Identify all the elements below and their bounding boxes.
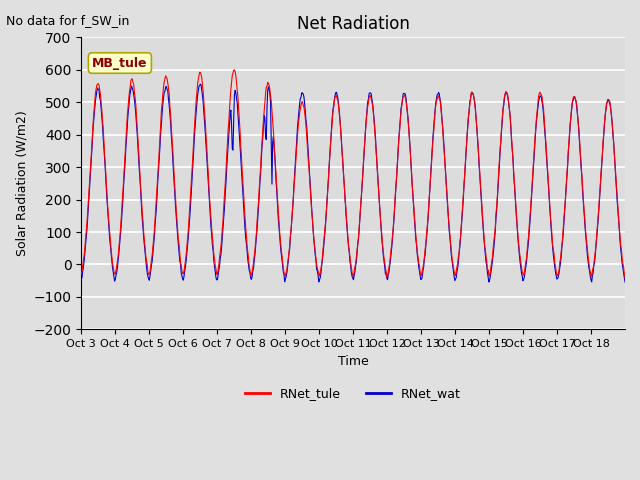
Text: MB_tule: MB_tule xyxy=(92,57,148,70)
Legend: RNet_tule, RNet_wat: RNet_tule, RNet_wat xyxy=(240,382,466,405)
X-axis label: Time: Time xyxy=(338,355,369,368)
Title: Net Radiation: Net Radiation xyxy=(297,15,410,33)
Y-axis label: Solar Radiation (W/m2): Solar Radiation (W/m2) xyxy=(15,110,28,256)
Text: No data for f_SW_in: No data for f_SW_in xyxy=(6,14,130,27)
